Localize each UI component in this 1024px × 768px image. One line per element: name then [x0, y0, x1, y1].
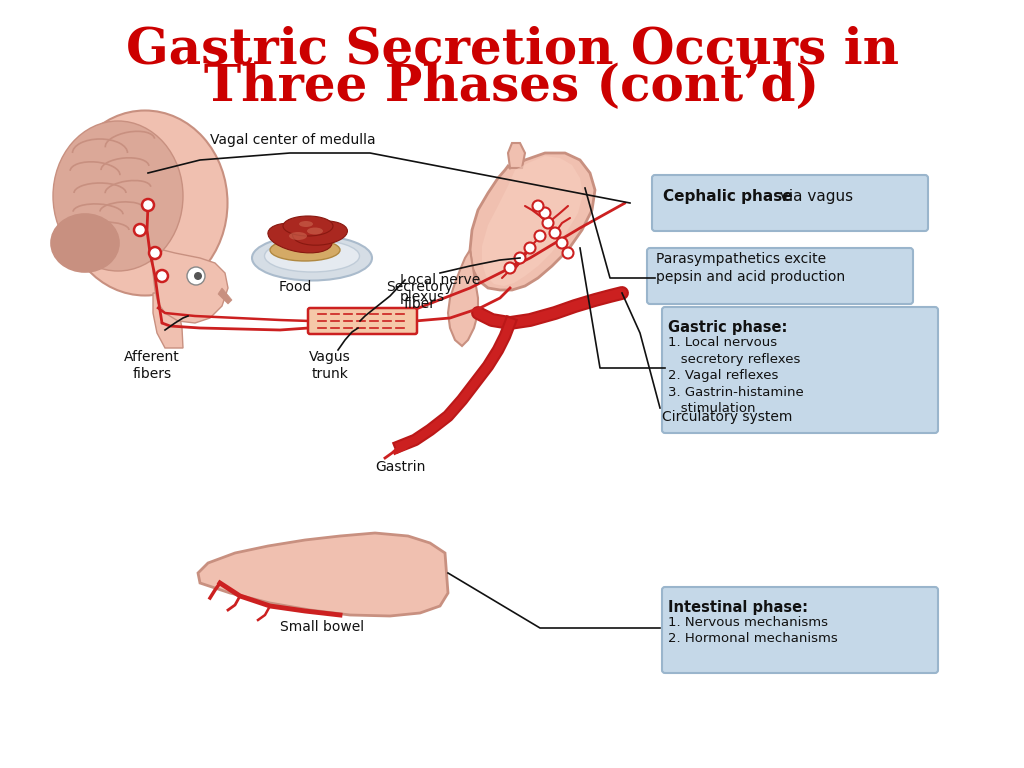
Text: Secretory
fiber: Secretory fiber [387, 280, 454, 311]
Polygon shape [198, 533, 449, 616]
Ellipse shape [53, 121, 183, 271]
FancyBboxPatch shape [647, 248, 913, 304]
Circle shape [514, 253, 525, 263]
Polygon shape [449, 250, 478, 346]
Polygon shape [482, 156, 583, 286]
Ellipse shape [270, 239, 340, 261]
Ellipse shape [62, 111, 227, 296]
FancyBboxPatch shape [662, 307, 938, 433]
Circle shape [505, 263, 515, 273]
Polygon shape [153, 248, 228, 323]
Circle shape [187, 267, 205, 285]
Ellipse shape [283, 216, 333, 236]
Text: Food: Food [279, 280, 311, 294]
Text: Gastric Secretion Occurs in: Gastric Secretion Occurs in [126, 25, 898, 74]
Text: Gastrin: Gastrin [375, 460, 425, 474]
Circle shape [150, 247, 161, 259]
Circle shape [550, 227, 560, 239]
Text: via vagus: via vagus [775, 188, 853, 204]
Circle shape [134, 224, 146, 236]
Polygon shape [470, 153, 595, 290]
Polygon shape [153, 293, 183, 348]
Text: Circulatory system: Circulatory system [662, 410, 793, 424]
Circle shape [562, 247, 573, 259]
Text: Afferent
fibers: Afferent fibers [124, 350, 180, 381]
Text: Small bowel: Small bowel [280, 620, 365, 634]
Circle shape [142, 199, 154, 211]
Text: Intestinal phase:: Intestinal phase: [668, 600, 808, 615]
Circle shape [532, 200, 544, 211]
Circle shape [194, 272, 202, 280]
Circle shape [556, 237, 567, 249]
Polygon shape [508, 143, 525, 168]
Circle shape [524, 243, 536, 253]
Text: Vagal center of medulla: Vagal center of medulla [210, 133, 376, 147]
Ellipse shape [293, 221, 347, 245]
Text: Cephalic phase: Cephalic phase [663, 188, 793, 204]
Text: Vagus
trunk: Vagus trunk [309, 350, 351, 381]
Ellipse shape [252, 236, 372, 280]
Polygon shape [218, 288, 232, 304]
Circle shape [156, 270, 168, 282]
Text: Parasympathetics excite
pepsin and acid production: Parasympathetics excite pepsin and acid … [656, 252, 845, 284]
Ellipse shape [289, 232, 307, 240]
Text: Local nerve
plexus: Local nerve plexus [400, 273, 480, 304]
Circle shape [535, 230, 546, 241]
Ellipse shape [264, 240, 359, 272]
Ellipse shape [307, 227, 323, 234]
Text: Three Phases (cont’d): Three Phases (cont’d) [205, 64, 819, 112]
Text: 1. Nervous mechanisms
2. Hormonal mechanisms: 1. Nervous mechanisms 2. Hormonal mechan… [668, 616, 838, 645]
FancyBboxPatch shape [652, 175, 928, 231]
Text: 1. Local nervous
   secretory reflexes
2. Vagal reflexes
3. Gastrin-histamine
  : 1. Local nervous secretory reflexes 2. V… [668, 336, 804, 415]
FancyBboxPatch shape [308, 308, 417, 334]
FancyBboxPatch shape [662, 587, 938, 673]
Circle shape [543, 217, 554, 229]
Ellipse shape [299, 221, 313, 227]
Circle shape [540, 207, 551, 219]
Ellipse shape [268, 223, 332, 253]
Ellipse shape [51, 214, 119, 272]
Text: Gastric phase:: Gastric phase: [668, 320, 787, 335]
